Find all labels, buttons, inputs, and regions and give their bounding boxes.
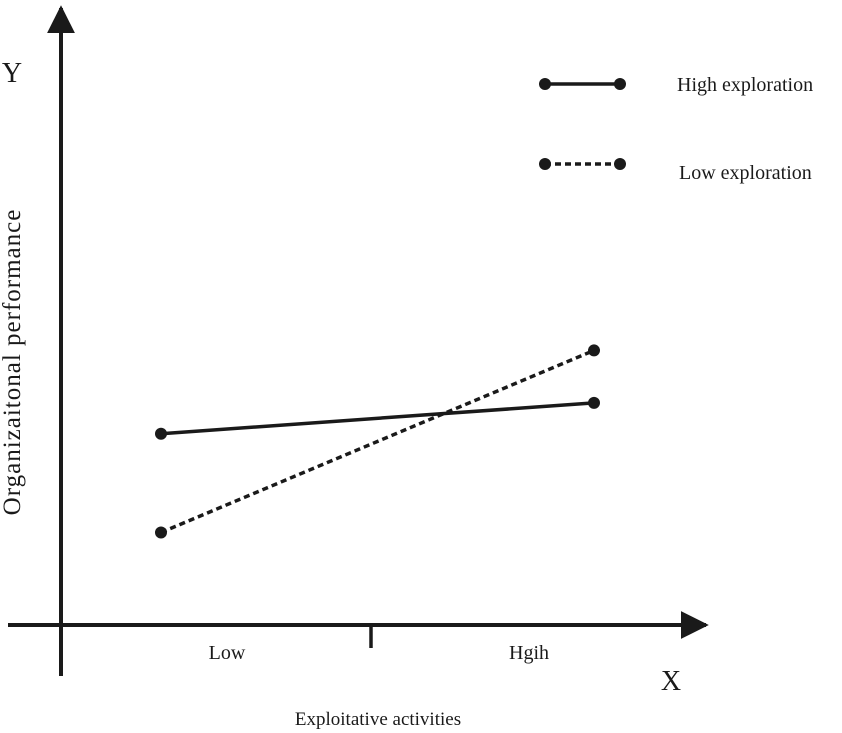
series-point-low-exploration-low — [155, 526, 167, 539]
y-axis-label: Organizaitonal performance — [0, 209, 26, 516]
series-point-high-exploration-hgih — [588, 396, 600, 409]
legend-label-low-exploration: Low exploration — [679, 162, 812, 184]
y-axis-letter: Y — [2, 58, 22, 89]
x-tick-label-high: Hgih — [509, 642, 549, 664]
x-axis-letter: X — [661, 666, 681, 697]
legend-marker-low-exploration-left — [539, 158, 551, 170]
legend-marker-low-exploration-right — [614, 158, 626, 170]
legend: High exploration Low exploration — [539, 74, 813, 184]
series-point-high-exploration-low — [155, 427, 167, 440]
series-line-low-exploration — [160, 348, 595, 535]
x-tick-label-low: Low — [209, 642, 246, 664]
x-axis-label: Exploitative activities — [295, 709, 461, 730]
legend-label-high-exploration: High exploration — [677, 74, 813, 96]
legend-marker-high-exploration-left — [539, 78, 551, 90]
series-line-high-exploration — [160, 401, 595, 436]
series-point-low-exploration-hgih — [588, 344, 600, 357]
legend-marker-high-exploration-right — [614, 78, 626, 90]
series-layer — [155, 344, 600, 539]
